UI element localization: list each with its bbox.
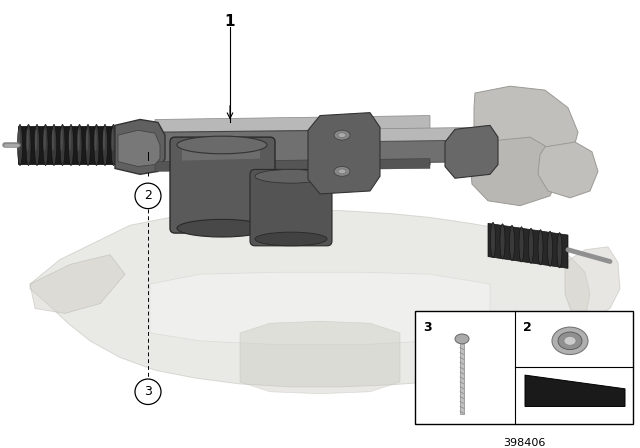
FancyBboxPatch shape: [170, 137, 275, 233]
Ellipse shape: [255, 169, 327, 183]
Polygon shape: [182, 143, 260, 161]
Ellipse shape: [68, 129, 71, 151]
Polygon shape: [175, 139, 270, 228]
Ellipse shape: [547, 231, 552, 267]
Ellipse shape: [51, 125, 56, 165]
Ellipse shape: [538, 230, 543, 265]
Polygon shape: [470, 137, 560, 206]
Ellipse shape: [18, 129, 20, 151]
Ellipse shape: [455, 334, 469, 344]
Ellipse shape: [44, 129, 45, 151]
Polygon shape: [445, 125, 498, 178]
Ellipse shape: [68, 125, 74, 165]
Text: 398406: 398406: [503, 438, 545, 448]
Polygon shape: [525, 375, 625, 406]
Ellipse shape: [177, 136, 267, 154]
Polygon shape: [474, 86, 578, 174]
Text: 2: 2: [523, 321, 532, 334]
Ellipse shape: [338, 133, 346, 138]
Ellipse shape: [77, 125, 82, 165]
Ellipse shape: [177, 220, 267, 237]
Ellipse shape: [17, 125, 22, 165]
Polygon shape: [155, 116, 430, 135]
Ellipse shape: [500, 224, 505, 259]
Ellipse shape: [52, 129, 54, 151]
Ellipse shape: [529, 228, 534, 263]
Ellipse shape: [557, 233, 562, 268]
Ellipse shape: [94, 125, 99, 165]
Bar: [415, 311, 633, 424]
Ellipse shape: [111, 125, 116, 165]
Ellipse shape: [60, 125, 65, 165]
Ellipse shape: [43, 125, 48, 165]
Polygon shape: [150, 272, 490, 345]
Ellipse shape: [519, 227, 524, 262]
Circle shape: [135, 379, 161, 405]
Ellipse shape: [35, 125, 40, 165]
Polygon shape: [565, 247, 620, 319]
Ellipse shape: [94, 129, 97, 151]
Polygon shape: [118, 130, 160, 167]
Polygon shape: [18, 126, 120, 164]
Polygon shape: [30, 211, 590, 387]
Ellipse shape: [509, 225, 515, 261]
Polygon shape: [308, 112, 380, 194]
FancyBboxPatch shape: [250, 169, 332, 246]
Text: 1: 1: [225, 14, 236, 29]
Text: 3: 3: [144, 385, 152, 398]
Polygon shape: [460, 344, 464, 414]
Circle shape: [135, 183, 161, 209]
Ellipse shape: [103, 129, 105, 151]
Ellipse shape: [86, 125, 90, 165]
Ellipse shape: [26, 125, 31, 165]
Polygon shape: [240, 321, 400, 394]
Ellipse shape: [77, 129, 80, 151]
Ellipse shape: [26, 129, 29, 151]
Polygon shape: [155, 159, 430, 172]
Ellipse shape: [86, 129, 88, 151]
Ellipse shape: [564, 336, 576, 345]
Ellipse shape: [102, 125, 108, 165]
Ellipse shape: [490, 222, 495, 258]
Ellipse shape: [35, 129, 37, 151]
Ellipse shape: [255, 232, 327, 246]
Polygon shape: [325, 140, 490, 164]
Ellipse shape: [338, 169, 346, 174]
Text: 3: 3: [423, 321, 431, 334]
Polygon shape: [115, 120, 165, 174]
Polygon shape: [325, 127, 490, 145]
Polygon shape: [30, 254, 125, 314]
Text: 2: 2: [144, 190, 152, 202]
Ellipse shape: [558, 332, 582, 349]
Ellipse shape: [60, 129, 63, 151]
Ellipse shape: [334, 130, 350, 140]
Ellipse shape: [111, 129, 114, 151]
Ellipse shape: [552, 327, 588, 354]
Polygon shape: [488, 223, 568, 268]
Polygon shape: [155, 129, 430, 164]
Ellipse shape: [334, 167, 350, 177]
Polygon shape: [538, 142, 598, 198]
